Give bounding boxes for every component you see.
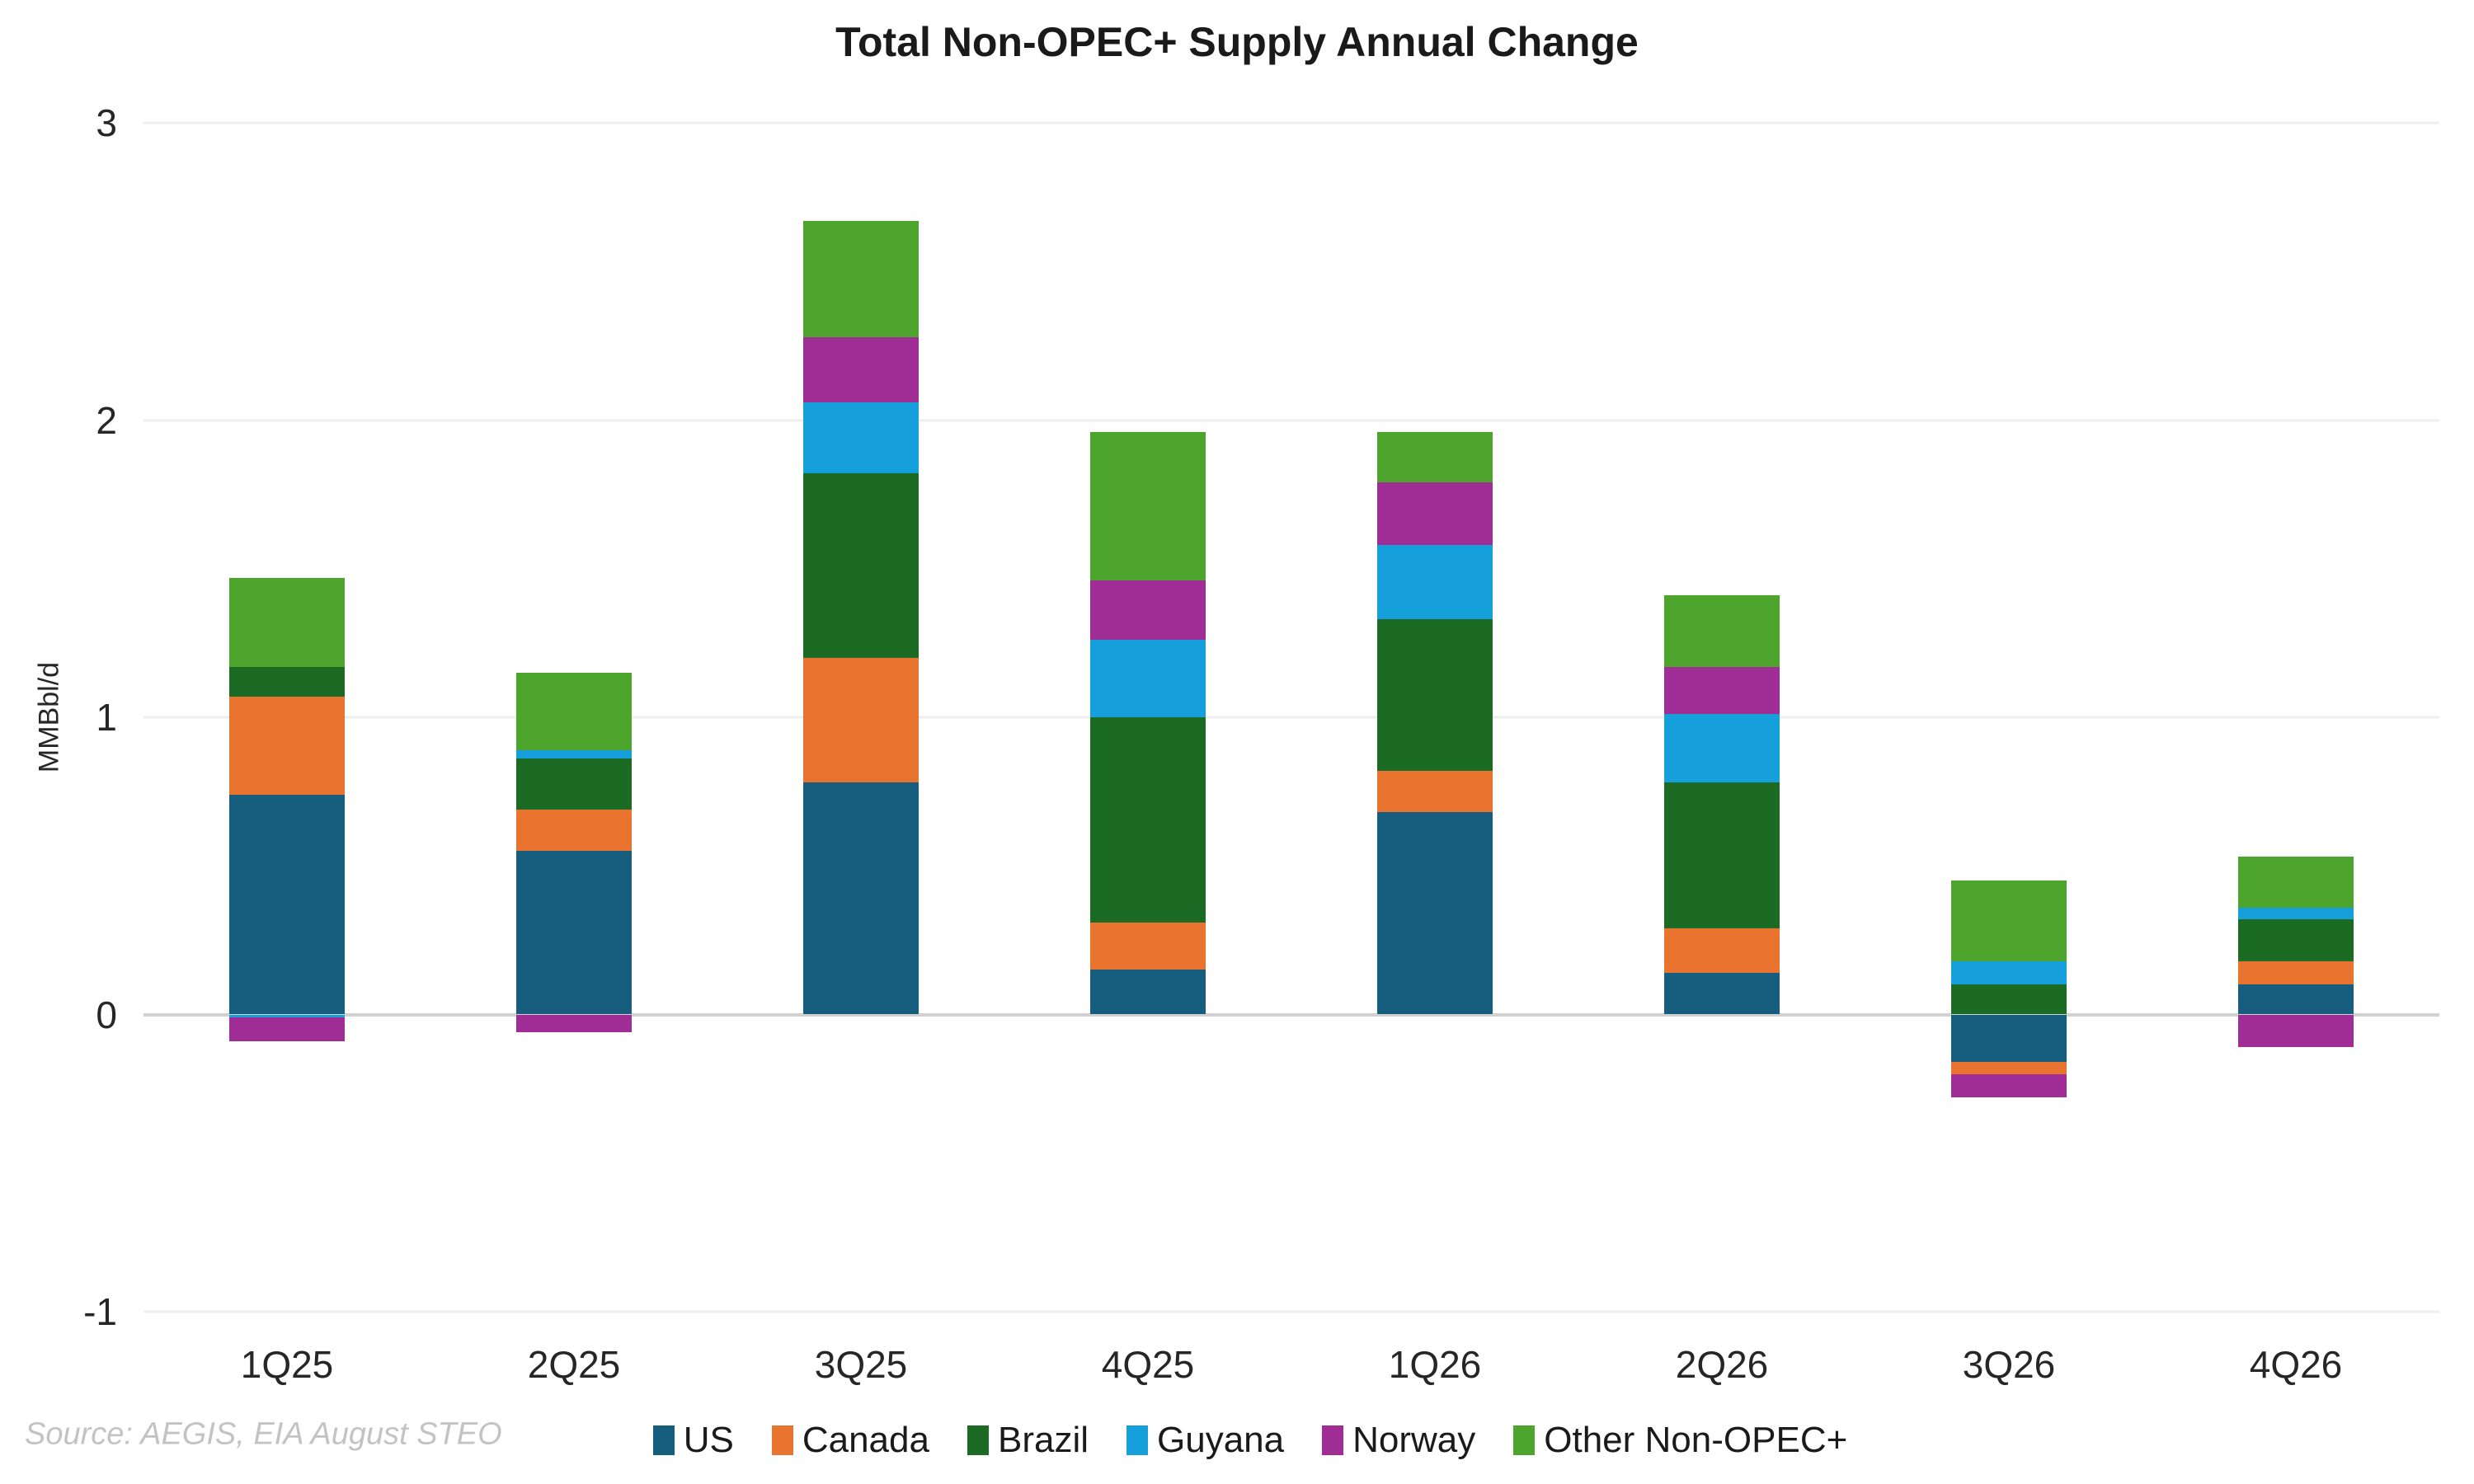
bar-segment-norway-3q26 <box>1951 1073 2067 1098</box>
legend-label: Other Non-OPEC+ <box>1544 1420 1848 1460</box>
y-tick-label: 1 <box>96 696 117 739</box>
bar-segment-brazil-2q26 <box>1664 782 1780 928</box>
legend-swatch-icon <box>771 1425 793 1455</box>
legend-item-us: US <box>652 1420 734 1461</box>
bar-segment-other-non-opec-1q25 <box>229 577 345 667</box>
bar-segment-other-non-opec-1q26 <box>1377 431 1493 483</box>
bar-segment-guyana-4q26 <box>2238 907 2354 920</box>
y-tick-label: 3 <box>96 101 117 144</box>
legend-label: Guyana <box>1157 1420 1285 1460</box>
x-tick-label-4q26: 4Q26 <box>2249 1343 2343 1386</box>
bar-segment-brazil-3q25 <box>803 473 919 658</box>
x-tick-label-1q25: 1Q25 <box>240 1343 334 1386</box>
legend-item-other-non-opec: Other Non-OPEC+ <box>1513 1420 1847 1461</box>
x-tick-label-2q25: 2Q25 <box>527 1343 621 1386</box>
x-tick-label-3q25: 3Q25 <box>814 1343 908 1386</box>
bar-segment-us-4q25 <box>1090 970 1206 1015</box>
legend: US Canada Brazil Guyana Norway Other Non-OPEC… <box>0 1420 2474 1461</box>
legend-item-brazil: Brazil <box>967 1420 1089 1461</box>
bar-segment-brazil-1q26 <box>1377 619 1493 771</box>
chart-title: Total Non-OPEC+ Supply Annual Change <box>835 19 1639 65</box>
bar-segment-brazil-3q26 <box>1951 984 2067 1015</box>
legend-label: Norway <box>1352 1420 1476 1460</box>
bar-segment-other-non-opec-3q26 <box>1951 881 2067 961</box>
x-tick-label-1q26: 1Q26 <box>1388 1343 1482 1386</box>
bar-segment-guyana-3q26 <box>1951 960 2067 985</box>
bar-segment-norway-2q26 <box>1664 666 1780 715</box>
bar-segment-us-3q26 <box>1951 1014 2067 1063</box>
bar-segment-norway-2q25 <box>516 1014 632 1033</box>
legend-item-norway: Norway <box>1322 1420 1475 1461</box>
bar-segment-norway-1q26 <box>1377 482 1493 545</box>
bar-segment-us-1q25 <box>229 794 345 1015</box>
x-tick-label-3q26: 3Q26 <box>1962 1343 2056 1386</box>
bar-segment-other-non-opec-4q26 <box>2238 857 2354 908</box>
bar-segment-guyana-2q26 <box>1664 714 1780 783</box>
gridline-y-0 <box>143 1012 2439 1017</box>
legend-item-guyana: Guyana <box>1126 1420 1284 1461</box>
bar-segment-canada-4q25 <box>1090 922 1206 970</box>
bar-segment-other-non-opec-4q25 <box>1090 431 1206 581</box>
bar-segment-guyana-1q25 <box>229 1014 345 1018</box>
bar-segment-guyana-2q25 <box>516 749 632 759</box>
bar-segment-us-2q25 <box>516 851 632 1015</box>
bar-segment-brazil-4q25 <box>1090 717 1206 923</box>
bar-segment-other-non-opec-2q25 <box>516 672 632 750</box>
y-tick-label: 2 <box>96 398 117 442</box>
gridline-y--1 <box>143 1310 2439 1313</box>
bar-segment-canada-1q25 <box>229 696 345 795</box>
legend-label: Brazil <box>997 1420 1089 1460</box>
legend-swatch-icon <box>967 1425 989 1455</box>
bar-segment-brazil-1q25 <box>229 666 345 697</box>
bar-segment-us-4q26 <box>2238 984 2354 1015</box>
bar-segment-canada-3q25 <box>803 657 919 783</box>
bar-segment-canada-3q26 <box>1951 1062 2067 1074</box>
legend-label: US <box>683 1420 734 1460</box>
legend-swatch-icon <box>1322 1425 1344 1455</box>
y-tick-label: 0 <box>96 993 117 1036</box>
bar-segment-canada-2q25 <box>516 809 632 852</box>
legend-label: Canada <box>802 1420 929 1460</box>
bar-segment-norway-4q26 <box>2238 1014 2354 1048</box>
source-note: Source: AEGIS, EIA August STEO <box>25 1416 502 1452</box>
bar-segment-us-1q26 <box>1377 812 1493 1015</box>
bar-segment-other-non-opec-3q25 <box>803 220 919 337</box>
gridline-y-2 <box>143 419 2439 421</box>
legend-swatch-icon <box>1126 1425 1148 1455</box>
legend-swatch-icon <box>1513 1425 1536 1455</box>
y-tick-label: -1 <box>83 1290 117 1333</box>
bar-segment-us-3q25 <box>803 782 919 1015</box>
x-tick-label-4q25: 4Q25 <box>1101 1343 1195 1386</box>
x-tick-label-2q26: 2Q26 <box>1675 1343 1769 1386</box>
bar-segment-canada-1q26 <box>1377 770 1493 813</box>
bar-segment-norway-4q25 <box>1090 580 1206 641</box>
bar-segment-guyana-4q25 <box>1090 640 1206 717</box>
plot-area <box>143 121 2439 1313</box>
bar-segment-guyana-1q26 <box>1377 544 1493 620</box>
bar-segment-us-2q26 <box>1664 973 1780 1015</box>
bar-segment-canada-2q26 <box>1664 928 1780 974</box>
gridline-y-1 <box>143 716 2439 719</box>
bar-segment-brazil-4q26 <box>2238 919 2354 961</box>
bar-segment-canada-4q26 <box>2238 960 2354 985</box>
bar-segment-other-non-opec-2q26 <box>1664 595 1780 667</box>
legend-item-canada: Canada <box>771 1420 929 1461</box>
legend-swatch-icon <box>652 1425 675 1455</box>
bar-segment-brazil-2q25 <box>516 758 632 810</box>
bar-segment-norway-3q25 <box>803 336 919 402</box>
bar-segment-norway-1q25 <box>229 1017 345 1041</box>
bar-segment-guyana-3q25 <box>803 402 919 474</box>
gridline-y-3 <box>143 121 2439 124</box>
